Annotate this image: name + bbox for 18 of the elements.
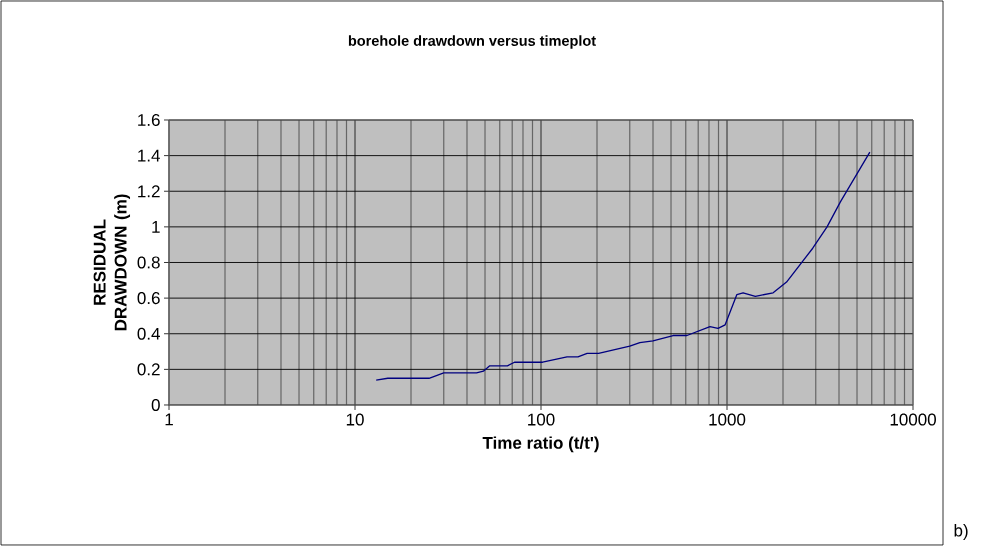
y-tick-label: 1.2: [138, 185, 160, 198]
x-tick-label: 10: [346, 413, 364, 426]
x-tick-label: 10000: [890, 413, 936, 426]
y-tick-label: 0.4: [137, 327, 160, 340]
x-axis-title: Time ratio (t/t'): [482, 436, 599, 453]
x-tick-label: 1: [165, 413, 173, 426]
y-tick-label: 0.2: [137, 363, 160, 376]
y-tick-label: 0.6: [137, 292, 160, 305]
y-tick-label: 0.8: [137, 256, 160, 269]
y-tick-label: 1.4: [138, 149, 160, 162]
y-tick-label: 1.6: [138, 113, 160, 127]
x-tick-label: 100: [528, 413, 555, 426]
y-axis-title: RESIDUAL DRAWDOWN (m): [93, 194, 131, 331]
x-tick-label: 1000: [709, 413, 746, 426]
y-tick-label: 1: [152, 221, 160, 233]
text: b): [954, 524, 968, 540]
chart-title: borehole drawdown versus timeplot: [348, 35, 596, 49]
y-tick-label: 0: [151, 398, 160, 412]
